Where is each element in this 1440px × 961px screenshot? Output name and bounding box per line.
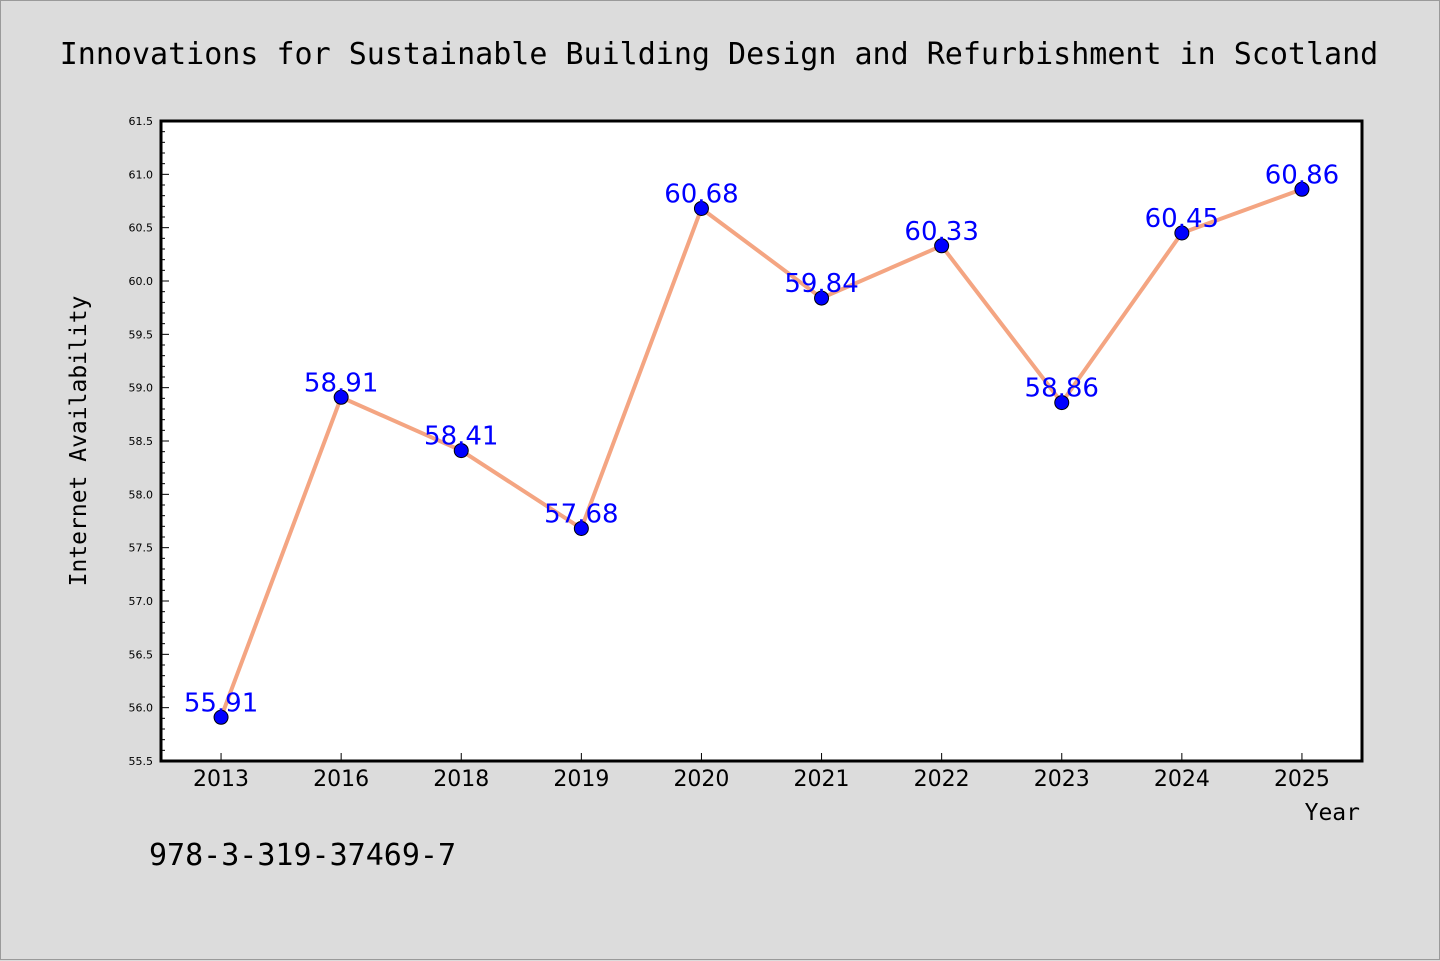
data-label: 60.45: [1145, 204, 1219, 234]
data-point: [1294, 181, 1310, 197]
y-tick-label: 59.0: [129, 382, 154, 395]
x-tick-label: 2016: [313, 767, 369, 792]
data-label: 60.33: [904, 217, 978, 247]
data-point: [693, 200, 709, 216]
data-point: [934, 238, 950, 254]
data-label: 59.84: [784, 269, 858, 299]
y-axis: 55.5 56.0 56.5 57.0 57.5 58.0 58.5 59.0 59.5 60.0…: [129, 115, 169, 768]
y-tick-label: 59.5: [129, 328, 154, 341]
y-tick-label: 57.5: [129, 542, 154, 555]
y-tick-label: 60.0: [129, 275, 154, 288]
data-point: [814, 290, 830, 306]
y-tick-label: 61.5: [129, 115, 154, 128]
x-tick-label: 2021: [794, 767, 850, 792]
y-tick-label: 56.0: [129, 702, 154, 715]
x-tick-label: 2020: [673, 767, 729, 792]
x-tick-label: 2025: [1274, 767, 1330, 792]
x-tick-label: 2024: [1154, 767, 1210, 792]
data-label: 55.91: [184, 688, 258, 718]
x-axis-label: Year: [1305, 800, 1360, 826]
x-tick-label: 2022: [914, 767, 970, 792]
y-tick-label: 56.5: [129, 648, 154, 661]
data-label: 60.68: [664, 179, 738, 209]
chart-title: Innovations for Sustainable Building Des…: [60, 37, 1379, 72]
x-axis: 2013 2016 2018 2019 2020 2021 2022 2023 2024 2025: [193, 753, 1330, 792]
y-tick-label: 61.0: [129, 168, 154, 181]
data-point: [1174, 225, 1190, 241]
y-tick-label: 55.5: [129, 755, 154, 768]
data-point: [1054, 395, 1070, 411]
x-tick-label: 2013: [193, 767, 249, 792]
y-axis-label: Internet Availability: [66, 296, 92, 587]
data-point: [573, 520, 589, 536]
plot-border: [159, 119, 1364, 763]
y-tick-label: 57.0: [129, 595, 154, 608]
series-line: [219, 187, 1304, 720]
data-label: 57.68: [544, 499, 618, 529]
y-tick-label: 58.5: [129, 435, 154, 448]
isbn-annotation: 978-3-319-37469-7: [149, 838, 456, 873]
y-tick-label: 58.0: [129, 488, 154, 501]
x-tick-label: 2023: [1034, 767, 1090, 792]
data-label: 60.86: [1265, 160, 1339, 190]
data-label: 58.91: [304, 368, 378, 398]
x-tick-label: 2019: [553, 767, 609, 792]
data-point: [333, 389, 349, 405]
data-label: 58.86: [1025, 374, 1099, 404]
data-labels: 55.91 58.91 58.41 57.68 60.68 59.84 60.33 58.86…: [184, 160, 1339, 718]
plot-area: [161, 121, 1362, 761]
data-point: [213, 709, 229, 725]
data-label: 58.41: [424, 422, 498, 452]
data-series: [213, 181, 1310, 725]
y-tick-label: 60.5: [129, 222, 154, 235]
data-point: [453, 443, 469, 459]
x-tick-label: 2018: [433, 767, 489, 792]
